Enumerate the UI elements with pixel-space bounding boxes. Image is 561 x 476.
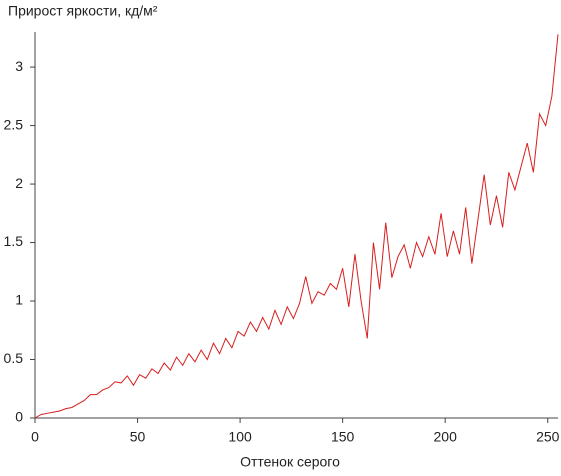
x-tick-label: 50 bbox=[130, 429, 146, 445]
y-tick-label: 2.5 bbox=[4, 116, 24, 132]
y-tick-label: 0.5 bbox=[4, 350, 24, 366]
y-tick-label: 0 bbox=[15, 409, 23, 425]
x-tick-label: 0 bbox=[31, 429, 39, 445]
x-tick-label: 100 bbox=[228, 429, 252, 445]
x-tick-label: 200 bbox=[434, 429, 458, 445]
x-tick-label: 250 bbox=[536, 429, 560, 445]
y-tick-label: 3 bbox=[15, 58, 23, 74]
chart-title: Прирост яркости, кд/м² bbox=[8, 3, 158, 19]
x-axis-label: Оттенок серого bbox=[240, 454, 340, 470]
y-tick-label: 1 bbox=[15, 292, 23, 308]
x-tick-label: 150 bbox=[331, 429, 355, 445]
y-tick-label: 1.5 bbox=[4, 233, 24, 249]
y-tick-label: 2 bbox=[15, 175, 23, 191]
data-line bbox=[34, 34, 559, 419]
